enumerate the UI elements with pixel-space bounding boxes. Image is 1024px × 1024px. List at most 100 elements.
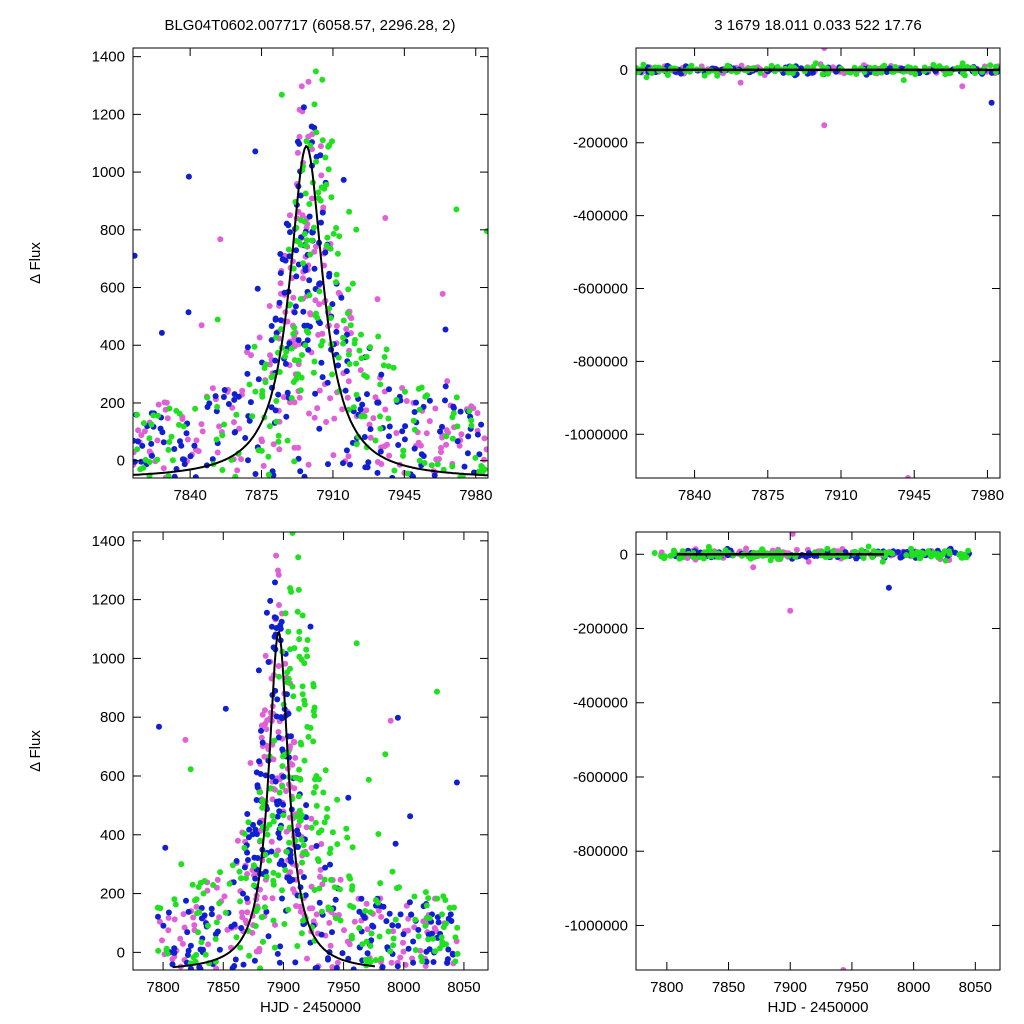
data-point [297,296,304,302]
data-point [340,176,347,183]
data-point [370,923,377,930]
y-tick-label: 0 [117,944,125,961]
data-point [290,379,297,385]
data-point [159,937,165,944]
data-point [247,760,254,766]
data-point [199,428,206,435]
data-point [316,387,323,394]
x-tick-label: 7850 [712,979,745,996]
data-point [373,897,379,904]
data-point [236,425,243,432]
data-point [442,383,449,390]
data-point [472,454,479,461]
data-point [411,409,418,415]
data-point [306,410,312,417]
data-point [270,472,277,478]
data-point [410,938,417,945]
data-point [377,425,384,432]
data-point [317,152,324,159]
data-point [387,948,394,955]
data-point [299,612,306,619]
y-tick-label: 200 [100,886,125,903]
data-point [298,656,305,663]
data-point [192,474,199,478]
data-point [858,547,865,554]
data-point [164,415,171,422]
data-point [374,296,381,303]
data-point [337,876,344,883]
model-curve [133,144,488,477]
data-point [705,543,712,550]
data-point [190,914,197,921]
data-point [323,814,330,821]
data-point [358,355,365,362]
data-point [386,433,392,440]
data-point [156,918,163,925]
data-point [310,738,317,745]
data-point [350,904,357,911]
data-point [228,456,235,463]
data-point [942,557,949,564]
data-point [248,352,254,359]
data-point [275,872,282,879]
data-points [636,48,1000,478]
data-point [992,63,999,70]
data-point [305,461,312,468]
y-tick-label: 800 [100,709,125,726]
data-point [364,391,370,398]
plot-frame [132,531,489,971]
data-point [359,401,366,408]
data-point [400,939,406,946]
x-tick-label: 7840 [173,487,206,504]
data-point [452,934,459,941]
data-point [336,233,343,240]
data-point [333,964,340,970]
data-point [872,70,878,76]
data-point [252,388,259,395]
data-point [194,910,201,917]
data-point [347,322,354,329]
data-point [281,751,288,758]
data-point [261,894,268,901]
data-point [305,346,312,353]
data-point [377,880,384,887]
data-point [481,466,488,473]
data-point [262,379,269,386]
data-point [213,919,220,926]
data-point [246,381,253,388]
data-point [292,959,299,966]
data-point [405,945,412,952]
data-point [422,922,429,929]
data-point [461,463,468,470]
data-point [241,864,248,871]
data-point [869,554,876,561]
data-point [293,273,300,280]
data-point [423,430,430,437]
data-point [244,849,251,856]
data-point-outlier [905,475,911,478]
data-point [181,461,188,468]
data-point [155,401,162,408]
data-point [367,426,374,433]
data-point [372,437,379,444]
data-point [443,433,450,440]
data-point [344,834,351,841]
data-point [291,739,298,746]
data-point [394,963,401,970]
data-point [481,435,488,442]
data-point [961,72,968,79]
chart-panels: 7840 7875 7910 7945 7980 0 200 400 600 800 1000 120… [27,47,1004,1016]
data-point [325,166,332,173]
figure-title-right: 3 1679 18.011 0.033 522 17.76 [714,17,921,34]
data-point [214,928,221,935]
data-point [943,69,950,76]
data-point [305,78,312,85]
data-point [276,834,283,841]
data-point [374,459,381,465]
data-point [357,406,364,413]
data-point [284,389,291,396]
data-point [204,394,211,401]
y-tick-label: 1200 [92,106,125,123]
data-point [279,887,285,894]
data-point [273,552,280,559]
